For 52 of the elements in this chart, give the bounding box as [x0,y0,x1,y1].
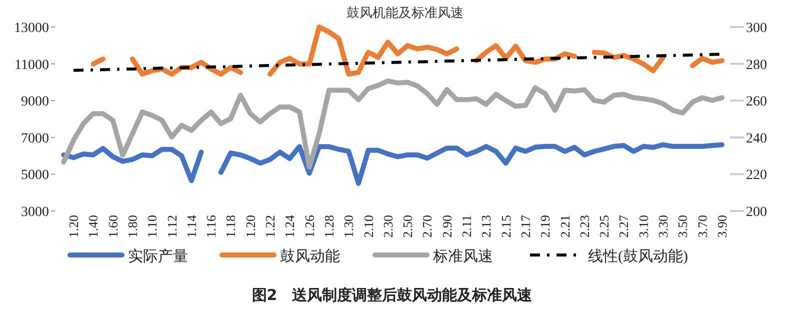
x-tick-label: 2.50 [400,215,416,238]
x-tick-label: 2.70 [420,215,435,238]
x-tick-label: 2.23 [576,215,592,238]
y-tick-label: 7000 [21,131,49,146]
y2-tick-label: 260 [746,94,767,110]
x-tick-label: 2.10 [360,215,376,238]
y2-tick-label: 280 [746,58,767,73]
x-tick-label: 1.14 [184,214,199,238]
x-tick-label: 1.12 [164,215,180,238]
x-tick-label: 3.30 [656,215,671,238]
x-tick-label: 1.22 [262,215,278,238]
x-tick-label: 1.28 [321,215,336,238]
legend-label: 线性(鼓风动能) [588,248,688,265]
x-tick-label: 1.30 [341,215,356,238]
x-tick-label: 3.10 [636,215,651,238]
x-tick-label: 2.15 [498,215,514,238]
x-tick-label: 2.90 [439,215,454,238]
y-tick-label: 5000 [21,168,49,184]
x-tick-label: 1.10 [144,215,160,238]
legend-label: 标准风速 [432,248,493,265]
y2-tick-label: 300 [746,21,767,36]
title: 鼓风机能及标准风速 [346,5,464,20]
y-tick-label: 9000 [21,94,49,110]
x-tick-label: 2.19 [538,215,553,238]
x-tick-label: 2.30 [380,215,396,238]
x-tick-label: 1.20 [66,215,82,238]
x-tick-label: 1.60 [105,215,120,238]
annotation: 图2 送风制度调整后鼓风动能及标准风速 [252,286,532,304]
y-tick-label: 11000 [14,58,49,73]
y-tick-label: 3000 [21,205,49,220]
x-tick-label: 2.25 [596,215,612,238]
y-tick-label: 13000 [14,21,49,36]
x-tick-label: 2.11 [459,215,474,238]
x-tick-label: 3.50 [675,215,690,238]
x-tick-label: 2.17 [518,214,533,238]
x-tick-label: 2.13 [478,215,494,238]
legend-label: 鼓风动能 [280,248,340,265]
legend-label: 实际产量 [128,248,188,265]
x-tick-label: 1.16 [204,214,219,238]
x-tick-label: 1.18 [223,215,238,238]
y2-tick-label: 240 [746,131,767,146]
x-tick-label: 1.40 [86,215,101,238]
x-tick-label: 2.21 [557,215,572,238]
x-tick-label: 1.80 [124,215,140,238]
x-tick-label: 3.70 [694,215,710,238]
x-tick-label: 1.24 [282,214,298,238]
x-tick-label: 3.90 [714,215,730,238]
x-tick-label: 1.20 [242,215,258,238]
y2-tick-label: 220 [746,168,767,184]
y2-tick-label: 200 [746,205,767,220]
x-tick-label: 1.26 [302,214,317,238]
x-tick-label: 2.27 [616,214,632,238]
